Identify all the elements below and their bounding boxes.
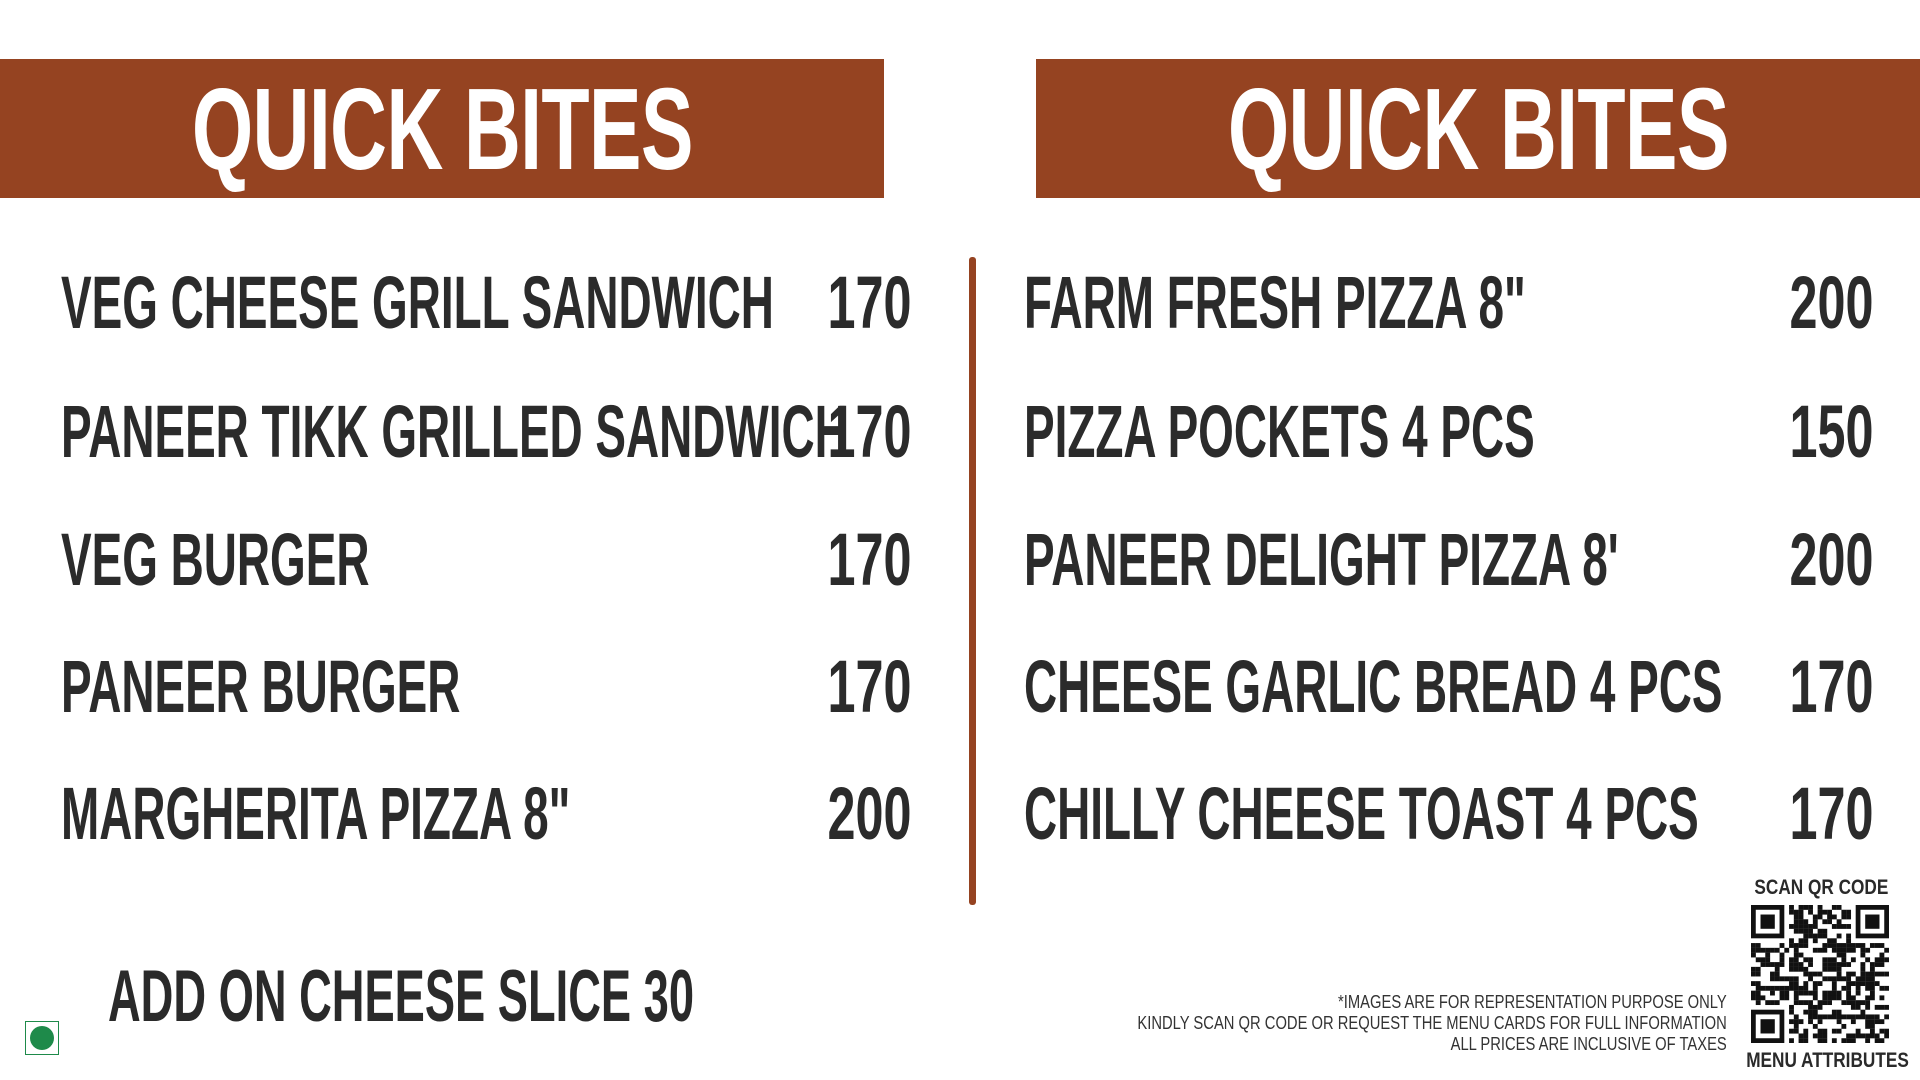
item-name: MARGHERITA PIZZA 8": [61, 772, 571, 855]
column-divider: [969, 257, 976, 905]
menu-item: FARM FRESH PIZZA 8" 200: [1024, 260, 1873, 340]
item-price: 150: [1789, 390, 1873, 473]
disclaimer-notes: *IMAGES ARE FOR REPRESENTATION PURPOSE O…: [1008, 992, 1727, 1055]
item-name: FARM FRESH PIZZA 8": [1024, 261, 1526, 344]
menu-item: PANEER BURGER 170: [61, 644, 911, 724]
item-name: PANEER TIKK GRILLED SANDWICH: [61, 390, 848, 473]
note-line: KINDLY SCAN QR CODE OR REQUEST THE MENU …: [1137, 1013, 1727, 1033]
right-section-header: QUICK BITES: [1036, 59, 1920, 198]
right-section-title: QUICK BITES: [1227, 63, 1730, 194]
qr-bottom-label: MENU ATTRIBUTES: [1746, 1049, 1909, 1072]
item-price: 170: [1789, 772, 1873, 855]
item-price: 170: [827, 645, 911, 728]
qr-code-icon[interactable]: [1751, 905, 1889, 1043]
item-price: 170: [827, 518, 911, 601]
note-line: *IMAGES ARE FOR REPRESENTATION PURPOSE O…: [1338, 992, 1727, 1012]
menu-item: MARGHERITA PIZZA 8" 200: [61, 771, 911, 851]
left-section-title: QUICK BITES: [191, 63, 694, 194]
item-price: 200: [827, 772, 911, 855]
qr-top-label: SCAN QR CODE: [1754, 876, 1889, 899]
item-name: PIZZA POCKETS 4 PCS: [1024, 390, 1535, 473]
menu-item: VEG BURGER 170: [61, 517, 911, 597]
item-price: 170: [827, 390, 911, 473]
menu-item: VEG CHEESE GRILL SANDWICH 170: [61, 260, 911, 340]
item-price: 170: [827, 261, 911, 344]
item-name: CHILLY CHEESE TOAST 4 PCS: [1024, 772, 1699, 855]
item-price: 200: [1789, 261, 1873, 344]
item-name: PANEER BURGER: [61, 645, 461, 728]
menu-item: PIZZA POCKETS 4 PCS 150: [1024, 389, 1873, 469]
item-name: VEG BURGER: [61, 518, 370, 601]
note-line: ALL PRICES ARE INCLUSIVE OF TAXES: [1450, 1034, 1727, 1054]
menu-item: CHEESE GARLIC BREAD 4 PCS 170: [1024, 644, 1873, 724]
left-section-header: QUICK BITES: [0, 59, 884, 198]
item-price: 170: [1789, 645, 1873, 728]
item-name: VEG CHEESE GRILL SANDWICH: [61, 261, 774, 344]
item-name: CHEESE GARLIC BREAD 4 PCS: [1024, 645, 1723, 728]
addon-note: ADD ON CHEESE SLICE 30: [108, 956, 694, 1037]
menu-item: CHILLY CHEESE TOAST 4 PCS 170: [1024, 771, 1873, 851]
menu-item: PANEER DELIGHT PIZZA 8' 200: [1024, 517, 1873, 597]
menu-item: PANEER TIKK GRILLED SANDWICH 170: [61, 389, 911, 469]
veg-symbol-icon: [25, 1021, 59, 1055]
item-name: PANEER DELIGHT PIZZA 8': [1024, 518, 1619, 601]
item-price: 200: [1789, 518, 1873, 601]
